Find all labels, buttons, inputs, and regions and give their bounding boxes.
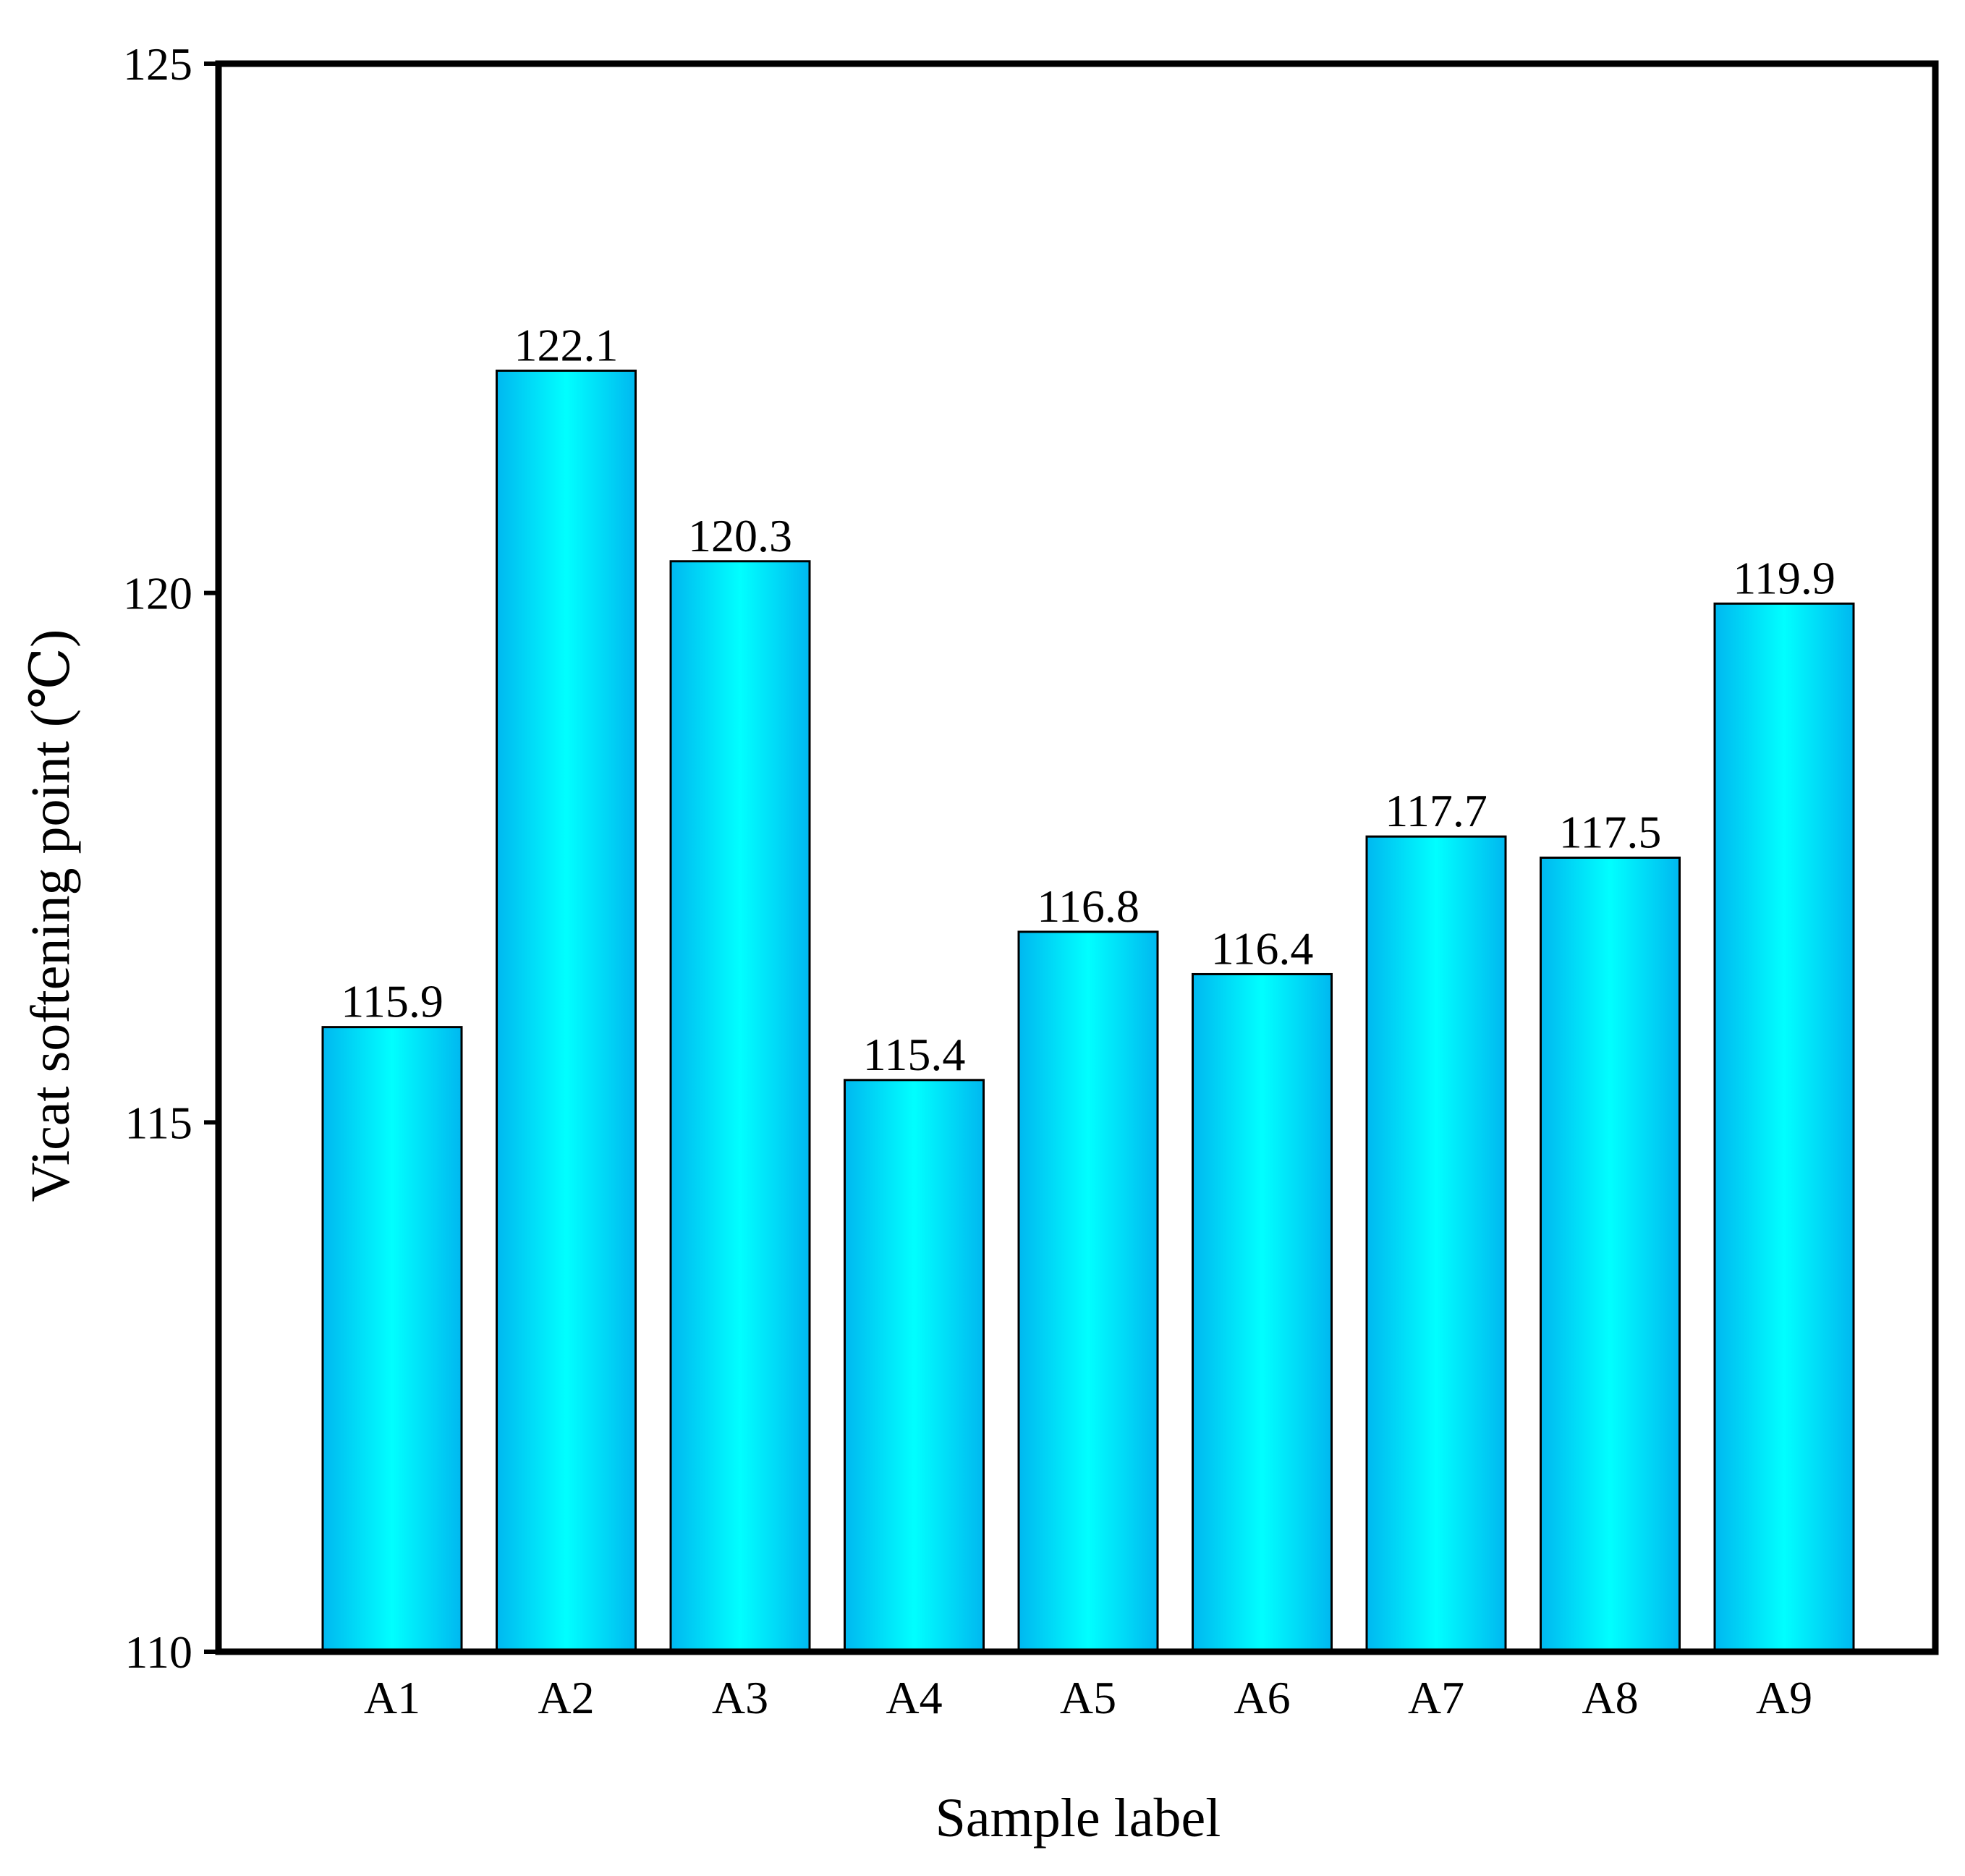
x-tick-label-a9: A9 bbox=[1756, 1672, 1812, 1723]
bar-a3 bbox=[669, 560, 811, 1653]
y-tick-label-125: 125 bbox=[123, 38, 192, 90]
data-label-a4: 115.4 bbox=[863, 1029, 966, 1080]
y-axis-title: Vicat softening point (℃) bbox=[20, 629, 81, 1202]
data-label-a7: 117.7 bbox=[1385, 785, 1487, 836]
bar-a7 bbox=[1365, 835, 1507, 1653]
x-tick-label-a2: A2 bbox=[538, 1672, 594, 1723]
y-tick-label-115: 115 bbox=[124, 1097, 192, 1148]
y-tick-label-110: 110 bbox=[124, 1626, 192, 1678]
y-axis-ticks: 110 115 120 125 bbox=[123, 38, 218, 1678]
data-label-a8: 117.5 bbox=[1559, 807, 1662, 858]
x-tick-label-a7: A7 bbox=[1408, 1672, 1464, 1723]
data-label-a3: 120.3 bbox=[688, 510, 792, 561]
y-tick-label-120: 120 bbox=[123, 568, 192, 619]
data-labels: 115.9 122.1 120.3 115.4 116.8 116.4 117.7 117.5… bbox=[341, 319, 1835, 1079]
data-label-a1: 115.9 bbox=[341, 976, 443, 1027]
data-label-a5: 116.8 bbox=[1037, 880, 1139, 932]
data-label-a9: 119.9 bbox=[1733, 552, 1835, 603]
plot-frame bbox=[215, 60, 1939, 1655]
bar-a5 bbox=[1017, 930, 1159, 1653]
x-tick-label-a5: A5 bbox=[1060, 1672, 1116, 1723]
x-tick-label-a8: A8 bbox=[1582, 1672, 1638, 1723]
bar-a1 bbox=[321, 1026, 463, 1653]
bar-a9 bbox=[1713, 602, 1855, 1653]
x-axis-title: Sample label bbox=[935, 1788, 1221, 1849]
data-label-a2: 122.1 bbox=[514, 319, 619, 370]
bar-a2 bbox=[496, 369, 637, 1653]
bar-a6 bbox=[1192, 972, 1333, 1653]
x-tick-label-a6: A6 bbox=[1234, 1672, 1290, 1723]
x-tick-labels: A1 A2 A3 A4 A5 A6 A7 A8 A9 bbox=[364, 1672, 1812, 1723]
bars bbox=[321, 369, 1855, 1653]
x-tick-label-a4: A4 bbox=[886, 1672, 942, 1723]
bar-a8 bbox=[1540, 857, 1681, 1653]
data-label-a6: 116.4 bbox=[1211, 922, 1314, 974]
x-tick-label-a3: A3 bbox=[712, 1672, 768, 1723]
bar-a4 bbox=[844, 1079, 985, 1653]
x-tick-label-a1: A1 bbox=[364, 1672, 420, 1723]
